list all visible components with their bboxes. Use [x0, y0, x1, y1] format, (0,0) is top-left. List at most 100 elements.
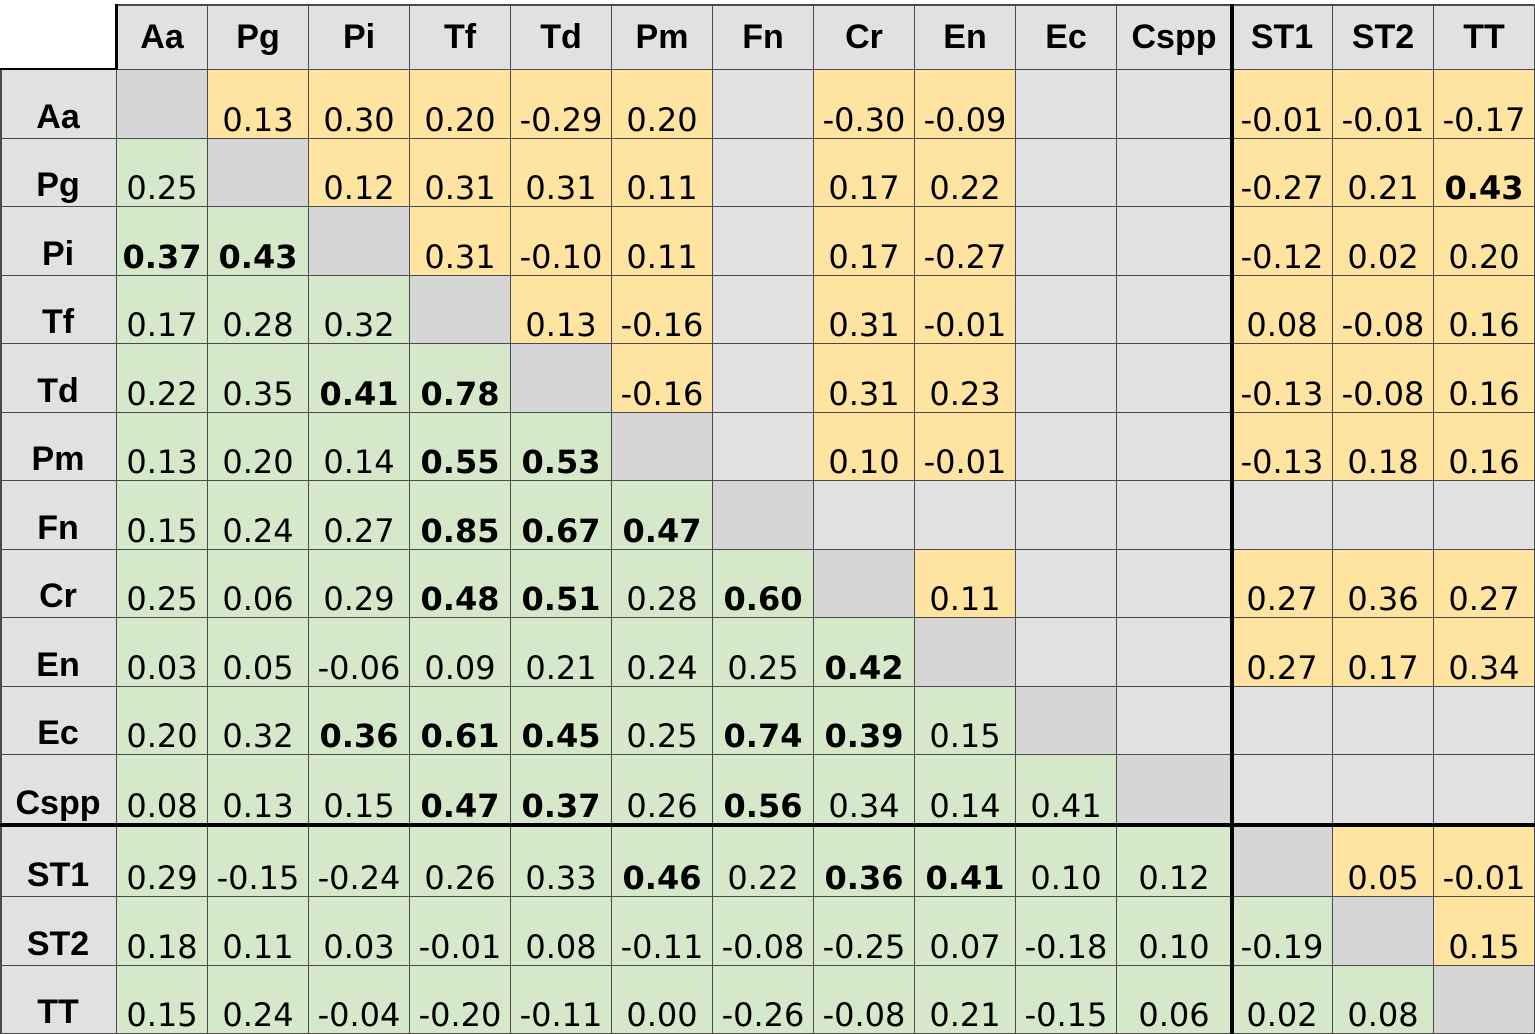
column-header-td: Td [511, 4, 612, 70]
correlation-cell [1117, 276, 1232, 344]
correlation-cell: 0.13 [511, 276, 612, 344]
diagonal-cell [117, 70, 208, 139]
correlation-cell: -0.30 [814, 70, 915, 139]
correlation-cell: 0.26 [612, 755, 713, 825]
correlation-cell: 0.05 [1333, 825, 1434, 897]
correlation-cell [713, 344, 814, 413]
correlation-cell: -0.01 [915, 276, 1016, 344]
correlation-cell: 0.39 [814, 687, 915, 755]
correlation-cell: 0.12 [309, 139, 410, 207]
correlation-cell: 0.67 [511, 481, 612, 550]
correlation-cell: -0.15 [208, 825, 309, 897]
row-header-cr: Cr [0, 550, 117, 618]
correlation-cell: 0.31 [410, 139, 511, 207]
correlation-cell: 0.25 [713, 618, 814, 687]
correlation-cell: 0.20 [612, 70, 713, 139]
correlation-cell: -0.01 [410, 897, 511, 966]
correlation-cell [1016, 481, 1117, 550]
correlation-cell: -0.15 [1016, 966, 1117, 1034]
correlation-cell: 0.08 [1333, 966, 1434, 1034]
correlation-cell [1016, 344, 1117, 413]
grid-left-border [0, 70, 2, 1034]
correlation-cell: 0.53 [511, 413, 612, 481]
correlation-cell: 0.13 [208, 755, 309, 825]
correlation-cell: 0.21 [915, 966, 1016, 1034]
correlation-cell: 0.08 [511, 897, 612, 966]
column-header-st1: ST1 [1232, 4, 1333, 70]
correlation-cell: 0.25 [117, 139, 208, 207]
correlation-cell: 0.14 [309, 413, 410, 481]
correlation-cell: 0.14 [915, 755, 1016, 825]
correlation-cell: 0.60 [713, 550, 814, 618]
row-header-st1: ST1 [0, 825, 117, 897]
correlation-cell: 0.29 [117, 825, 208, 897]
row-header-pg: Pg [0, 139, 117, 207]
row-header-tt: TT [0, 966, 117, 1034]
column-header-st2: ST2 [1333, 4, 1434, 70]
correlation-cell: 0.18 [1333, 413, 1434, 481]
correlation-cell: 0.06 [208, 550, 309, 618]
correlation-cell: 0.25 [612, 687, 713, 755]
correlation-cell [1117, 687, 1232, 755]
correlation-cell: 0.36 [1333, 550, 1434, 618]
correlation-cell: 0.74 [713, 687, 814, 755]
diagonal-cell [1434, 966, 1535, 1034]
correlation-cell: -0.01 [1333, 70, 1434, 139]
correlation-cell: 0.18 [117, 897, 208, 966]
correlation-cell [1232, 481, 1333, 550]
correlation-cell: -0.24 [309, 825, 410, 897]
header-left-border [116, 4, 118, 70]
correlation-cell: 0.20 [410, 70, 511, 139]
correlation-cell: 0.32 [309, 276, 410, 344]
correlation-cell: 0.32 [208, 687, 309, 755]
correlation-cell: 0.22 [713, 825, 814, 897]
correlation-cell: -0.13 [1232, 413, 1333, 481]
correlation-cell: 0.15 [1434, 897, 1535, 966]
matrix-corner [0, 4, 117, 70]
column-header-cspp: Cspp [1117, 4, 1232, 70]
column-header-en: En [915, 4, 1016, 70]
diagonal-cell [612, 413, 713, 481]
correlation-cell [1016, 413, 1117, 481]
correlation-cell: 0.35 [208, 344, 309, 413]
correlation-cell [1434, 687, 1535, 755]
correlation-cell: -0.17 [1434, 70, 1535, 139]
correlation-cell: 0.10 [1016, 825, 1117, 897]
correlation-cell: 0.42 [814, 618, 915, 687]
correlation-cell: 0.78 [410, 344, 511, 413]
correlation-cell: 0.31 [410, 207, 511, 276]
correlation-cell: 0.28 [208, 276, 309, 344]
correlation-cell: 0.03 [309, 897, 410, 966]
correlation-cell [1434, 481, 1535, 550]
correlation-cell: 0.36 [814, 825, 915, 897]
correlation-cell: 0.11 [612, 139, 713, 207]
correlation-cell: 0.17 [814, 139, 915, 207]
correlation-cell: 0.05 [208, 618, 309, 687]
correlation-cell: -0.06 [309, 618, 410, 687]
correlation-cell: 0.08 [117, 755, 208, 825]
block-separator-vertical [1230, 4, 1234, 1034]
row-header-tf: Tf [0, 276, 117, 344]
correlation-cell [1117, 550, 1232, 618]
correlation-cell: 0.31 [814, 276, 915, 344]
correlation-cell [1016, 139, 1117, 207]
correlation-cell: 0.12 [1117, 825, 1232, 897]
correlation-cell: -0.08 [713, 897, 814, 966]
correlation-cell: 0.17 [1333, 618, 1434, 687]
correlation-cell: 0.47 [612, 481, 713, 550]
correlation-cell [1117, 344, 1232, 413]
correlation-cell: -0.25 [814, 897, 915, 966]
correlation-cell [713, 207, 814, 276]
diagonal-cell [1117, 755, 1232, 825]
correlation-cell [1232, 755, 1333, 825]
correlation-cell: 0.16 [1434, 344, 1535, 413]
row-header-pm: Pm [0, 413, 117, 481]
column-header-pi: Pi [309, 4, 410, 70]
correlation-cell: 0.15 [915, 687, 1016, 755]
correlation-cell: 0.02 [1333, 207, 1434, 276]
correlation-cell [1117, 618, 1232, 687]
correlation-cell [1333, 481, 1434, 550]
column-header-pm: Pm [612, 4, 713, 70]
correlation-cell: 0.10 [814, 413, 915, 481]
correlation-cell: 0.41 [309, 344, 410, 413]
